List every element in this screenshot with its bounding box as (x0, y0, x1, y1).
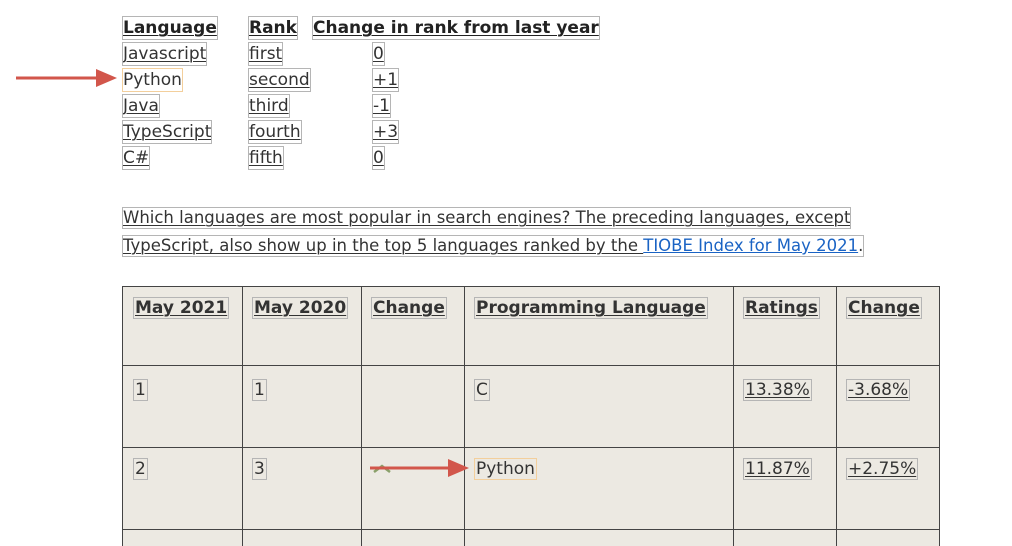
header-may-2021: May 2021 (133, 297, 230, 319)
tiobe-table: May 2021 May 2020 Change Programming Lan… (122, 286, 940, 546)
ratings-cell: 11.87% (743, 458, 812, 480)
row-divider (123, 447, 939, 448)
change-cell: +1 (372, 68, 400, 92)
column-divider (464, 287, 465, 546)
rank-cell: third (248, 94, 290, 118)
rank-cell: fourth (248, 120, 302, 144)
change-cell: 0 (372, 42, 385, 66)
rank-up-chevron-icon (373, 464, 391, 473)
header-ratings: Ratings (743, 297, 820, 319)
language-cell: Javascript (122, 42, 208, 66)
language-cell: C# (122, 146, 151, 170)
rank-cell: second (248, 68, 311, 92)
language-cell: Java (122, 94, 160, 118)
header-language: Language (122, 16, 218, 40)
column-divider (733, 287, 734, 546)
tiobe-index-link[interactable]: TIOBE Index for May 2021 (643, 236, 859, 255)
may-2020-cell: 1 (252, 379, 267, 401)
paragraph-line-2: TypeScript, also show up in the top 5 la… (122, 235, 865, 257)
annotation-arrow-icon (16, 69, 117, 87)
paragraph-period: . (858, 236, 864, 255)
change-cell: 0 (372, 146, 385, 170)
rank-cell: first (248, 42, 284, 66)
annotation-arrow-icon (370, 459, 469, 477)
column-divider (836, 287, 837, 546)
change-percent-cell: +2.75% (846, 458, 919, 480)
may-2021-cell: 2 (133, 458, 148, 480)
paragraph-line-2-text: TypeScript, also show up in the top 5 la… (123, 236, 644, 255)
paragraph-line-1: Which languages are most popular in sear… (122, 207, 852, 229)
column-divider (361, 287, 362, 546)
body-paragraph: Which languages are most popular in sear… (122, 204, 952, 260)
change-percent-cell: -3.68% (846, 379, 911, 401)
row-divider (123, 529, 939, 530)
may-2020-cell: 3 (252, 458, 267, 480)
header-programming-language: Programming Language (474, 297, 708, 319)
language-cell-highlighted: Python (122, 68, 183, 92)
header-may-2020: May 2020 (252, 297, 349, 319)
change-cell: -1 (372, 94, 391, 118)
change-cell: +3 (372, 120, 400, 144)
language-cell: TypeScript (122, 120, 213, 144)
ratings-cell: 13.38% (743, 379, 812, 401)
may-2021-cell: 1 (133, 379, 148, 401)
header-rank: Rank (248, 16, 298, 40)
row-divider (123, 365, 939, 366)
language-cell: C (474, 379, 490, 401)
header-change: Change in rank from last year (312, 16, 600, 40)
header-change: Change (371, 297, 447, 319)
column-divider (242, 287, 243, 546)
header-change-percent: Change (846, 297, 922, 319)
language-cell-highlighted: Python (474, 458, 537, 480)
rank-cell: fifth (248, 146, 284, 170)
